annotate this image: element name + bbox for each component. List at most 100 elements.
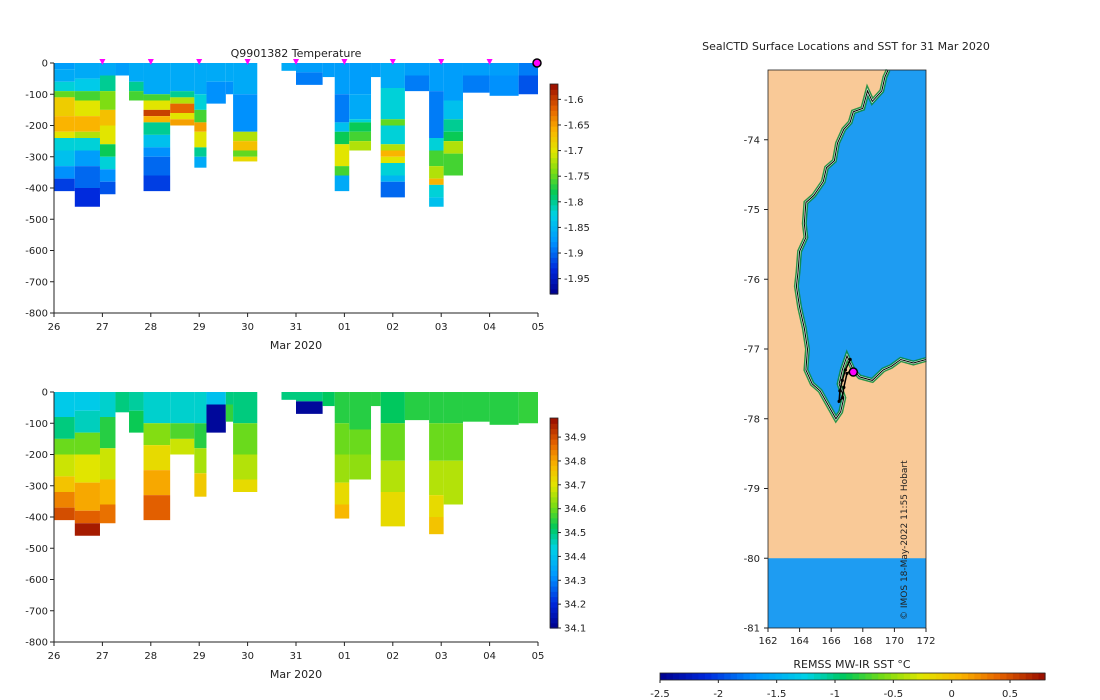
y-tick-label: -100 bbox=[25, 90, 48, 101]
y-tick-label: -200 bbox=[25, 121, 48, 132]
colorbar-tick-label: 34.8 bbox=[564, 456, 586, 467]
colorbar-swatch bbox=[692, 673, 700, 680]
colorbar-swatch bbox=[794, 673, 802, 680]
colorbar-swatch bbox=[550, 288, 558, 295]
salinity-plot-area bbox=[54, 392, 538, 536]
profile-layer bbox=[334, 94, 350, 123]
colorbar-swatch bbox=[550, 278, 558, 285]
profile-layer bbox=[429, 138, 444, 151]
profile-layer bbox=[54, 492, 75, 508]
colorbar-swatch bbox=[550, 586, 558, 592]
profile-layer bbox=[225, 63, 234, 82]
profile-layer bbox=[429, 495, 444, 517]
profile-layer bbox=[115, 63, 130, 76]
profile-layer bbox=[429, 150, 444, 167]
profile-layer bbox=[349, 94, 372, 120]
colorbar-swatch bbox=[550, 215, 558, 222]
y-tick-label: -700 bbox=[25, 277, 48, 288]
colorbar-tick-label: -1.7 bbox=[564, 146, 584, 157]
colorbar-swatch bbox=[550, 612, 558, 619]
profile-column bbox=[74, 63, 100, 207]
colorbar-swatch bbox=[1038, 673, 1046, 680]
profile-layer bbox=[194, 94, 207, 110]
colorbar-swatch bbox=[550, 199, 558, 206]
profile-column bbox=[206, 63, 226, 104]
profile-layer bbox=[334, 423, 350, 455]
map-y-tick-label: -75 bbox=[744, 205, 760, 216]
colorbar-swatch bbox=[550, 617, 558, 624]
profile-column bbox=[233, 63, 258, 162]
colorbar-swatch bbox=[903, 673, 911, 680]
y-tick-label: -500 bbox=[25, 215, 48, 226]
profile-layer bbox=[54, 392, 75, 417]
profile-column bbox=[380, 392, 405, 527]
profile-layer bbox=[349, 119, 372, 123]
colorbar-swatch bbox=[550, 444, 558, 451]
colorbar-swatch bbox=[550, 173, 558, 180]
colorbar-swatch bbox=[550, 262, 558, 269]
profile-column bbox=[129, 392, 144, 433]
profile-layer bbox=[99, 75, 116, 92]
profile-layer bbox=[233, 63, 258, 95]
profile-layer bbox=[143, 392, 171, 424]
profile-layer bbox=[233, 131, 258, 142]
profile-layer bbox=[380, 150, 405, 157]
profile-layer bbox=[194, 448, 207, 474]
profile-layer bbox=[296, 392, 323, 402]
map-y-tick-label: -80 bbox=[744, 554, 760, 565]
profile-layer bbox=[74, 510, 100, 524]
x-tick-label: 30 bbox=[241, 322, 254, 333]
colorbar-tick-label: 34.9 bbox=[564, 433, 586, 444]
profile-layer bbox=[143, 100, 171, 110]
profile-layer bbox=[143, 470, 171, 496]
profile-column bbox=[129, 63, 144, 101]
profile-marker bbox=[99, 59, 106, 65]
colorbar-swatch bbox=[846, 673, 854, 680]
colorbar-swatch bbox=[1025, 673, 1033, 680]
colorbar-swatch bbox=[550, 486, 558, 493]
profile-layer bbox=[54, 91, 75, 98]
colorbar-swatch bbox=[550, 428, 558, 435]
profile-layer bbox=[99, 392, 116, 417]
colorbar-frame bbox=[549, 417, 559, 629]
map-x-tick-label: 170 bbox=[885, 636, 904, 647]
profile-layer bbox=[443, 63, 463, 101]
profile-layer bbox=[462, 63, 490, 76]
profile-column bbox=[206, 392, 226, 433]
colorbar-swatch bbox=[550, 554, 558, 561]
profile-column bbox=[194, 63, 207, 168]
profile-layer bbox=[334, 175, 350, 192]
colorbar-tick-label: -1.5 bbox=[767, 689, 787, 700]
profile-column bbox=[99, 392, 116, 524]
profile-layer bbox=[54, 131, 75, 138]
profile-layer bbox=[443, 392, 463, 424]
profile-layer bbox=[349, 429, 372, 455]
x-tick-label: 29 bbox=[193, 322, 206, 333]
track-point bbox=[838, 389, 842, 393]
profile-layer bbox=[404, 63, 430, 76]
colorbar-swatch bbox=[788, 673, 796, 680]
salinity-x-axis-label: Mar 2020 bbox=[270, 668, 322, 681]
colorbar-frame bbox=[659, 672, 1046, 681]
profile-layer bbox=[129, 63, 144, 82]
profile-layer bbox=[443, 153, 463, 176]
profile-marker bbox=[293, 59, 299, 65]
profile-layer bbox=[54, 454, 75, 477]
colorbar-swatch bbox=[550, 220, 558, 227]
profile-layer bbox=[129, 81, 144, 92]
profile-layer bbox=[281, 392, 296, 400]
colorbar-swatch bbox=[550, 189, 558, 195]
profile-layer bbox=[194, 109, 207, 123]
profile-layer bbox=[380, 460, 405, 492]
profile-layer bbox=[296, 401, 323, 414]
x-tick-label: 26 bbox=[48, 322, 61, 333]
profile-column bbox=[143, 392, 171, 521]
map-x-tick-label: 172 bbox=[916, 636, 935, 647]
profile-layer bbox=[349, 122, 372, 132]
profile-layer bbox=[322, 392, 335, 407]
profile-layer bbox=[206, 392, 226, 405]
profile-layer bbox=[54, 476, 75, 492]
colorbar-swatch bbox=[916, 673, 924, 680]
y-tick-label: -600 bbox=[25, 246, 48, 257]
profile-layer bbox=[54, 507, 75, 521]
